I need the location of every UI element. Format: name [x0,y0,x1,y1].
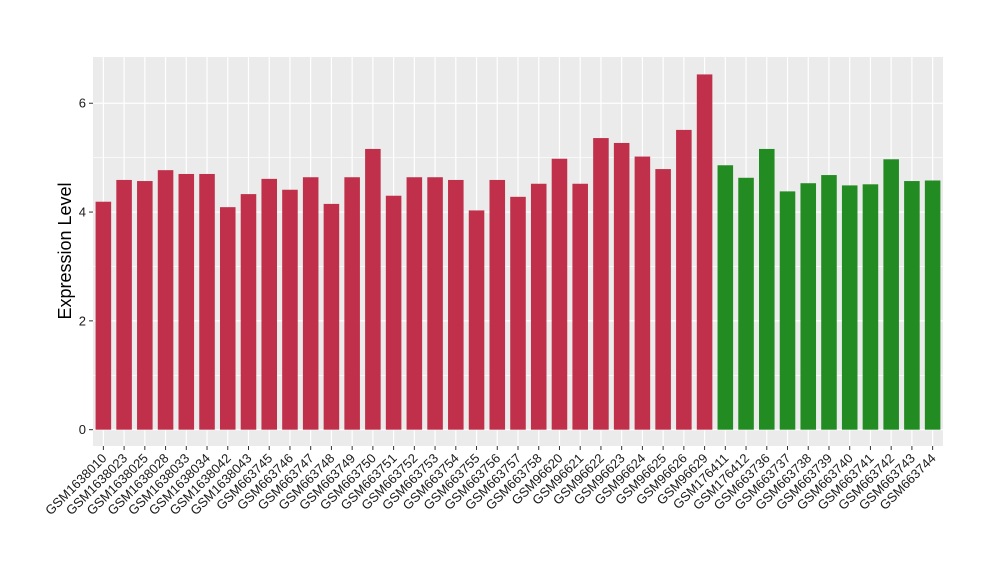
y-axis-title: Expression Level [55,182,75,319]
bar [655,169,671,430]
bar [613,142,630,430]
bar [323,203,340,430]
bar [95,201,112,430]
bar [178,173,195,430]
bar [385,195,402,430]
bar [261,178,277,430]
y-axis: 0 2 4 6 [79,96,93,437]
bar [240,194,257,430]
bar [551,158,568,430]
bar [468,210,485,430]
bar [634,156,651,430]
bar [862,184,879,430]
bar [883,159,899,430]
bar [676,129,692,430]
bar [841,185,858,430]
bar [759,148,775,430]
bar [406,177,423,430]
y-tick-label: 2 [79,313,86,328]
y-tick-label: 0 [79,422,86,437]
bar [489,179,506,430]
bar [572,183,588,430]
bar [779,191,796,430]
y-tick-label: 6 [79,96,86,111]
bar [530,183,547,430]
bar [696,74,713,430]
bar [821,175,837,430]
bar [448,179,464,430]
bar [365,148,381,430]
bar [427,177,443,430]
x-axis: GSM1638010GSM1638023GSM1638025GSM1638028… [42,446,939,518]
bar [593,138,609,430]
bar [344,177,360,430]
bars [95,74,941,430]
bar [924,180,941,430]
bar [116,179,132,430]
bar [302,177,319,430]
bar [219,207,236,430]
bar [800,183,817,430]
bar [717,165,734,430]
bar [137,181,153,430]
bar [510,196,526,430]
bar [904,181,920,430]
bar [199,173,215,430]
bar [282,189,298,430]
bar [738,177,754,430]
y-tick-label: 4 [79,205,86,220]
bar [157,170,174,430]
